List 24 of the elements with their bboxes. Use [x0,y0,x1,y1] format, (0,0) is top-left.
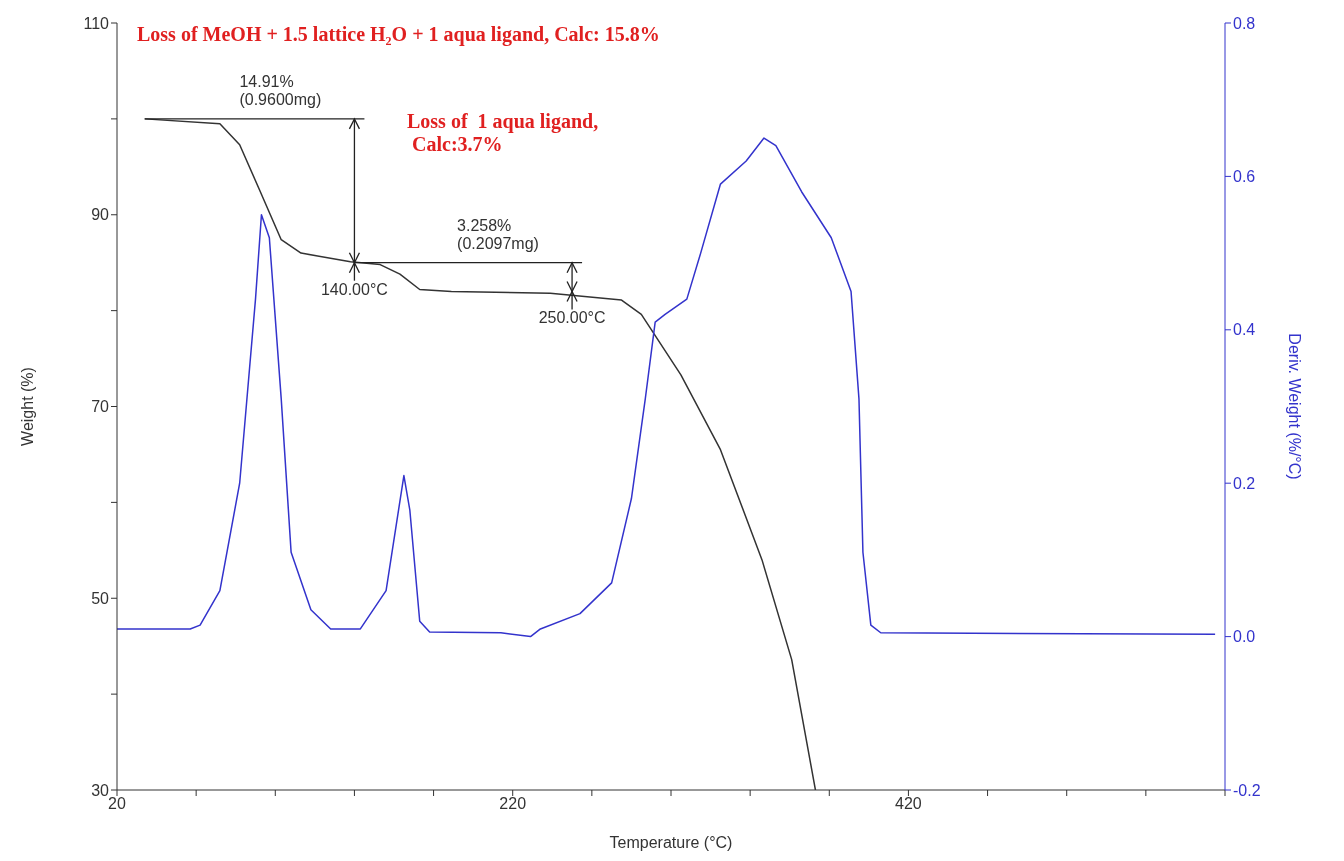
y-tick-label: 110 [83,14,110,32]
annotation: Loss of 1 aqua ligand, Calc:3.7% [407,110,599,155]
y2-tick-label: -0.2 [1233,781,1261,799]
y-tick-label: 90 [91,206,110,224]
annotation: 140.00°C [320,280,388,298]
y-axis-title: Weight (%) [18,367,36,446]
x-tick-label: 20 [108,795,126,813]
y2-tick-label: 0.2 [1233,474,1256,492]
y-tick-label: 30 [91,781,110,799]
y-tick-label: 70 [91,398,110,416]
y2-tick-label: 0.4 [1233,321,1256,339]
y-tick-label: 50 [91,589,110,607]
x-tick-label: 420 [895,795,922,813]
annotation: 250.00°C [538,309,606,327]
y2-tick-label: 0.6 [1233,168,1256,186]
y2-tick-label: 0.8 [1233,14,1256,32]
annotation: 3.258% (0.2097mg) [457,216,539,253]
y2-axis-title: Deriv. Weight (%/°C) [1286,333,1304,480]
x-axis-title: Temperature (°C) [609,834,733,851]
annotation: 14.91% (0.9600mg) [239,72,322,109]
x-tick-label: 220 [499,795,527,813]
y2-tick-label: 0.0 [1233,628,1256,646]
line-series [117,137,1216,638]
annotation: Loss of MeOH + 1.5 lattice H₂O + 1 aqua ligand, Calc: 15.8% [137,23,660,46]
